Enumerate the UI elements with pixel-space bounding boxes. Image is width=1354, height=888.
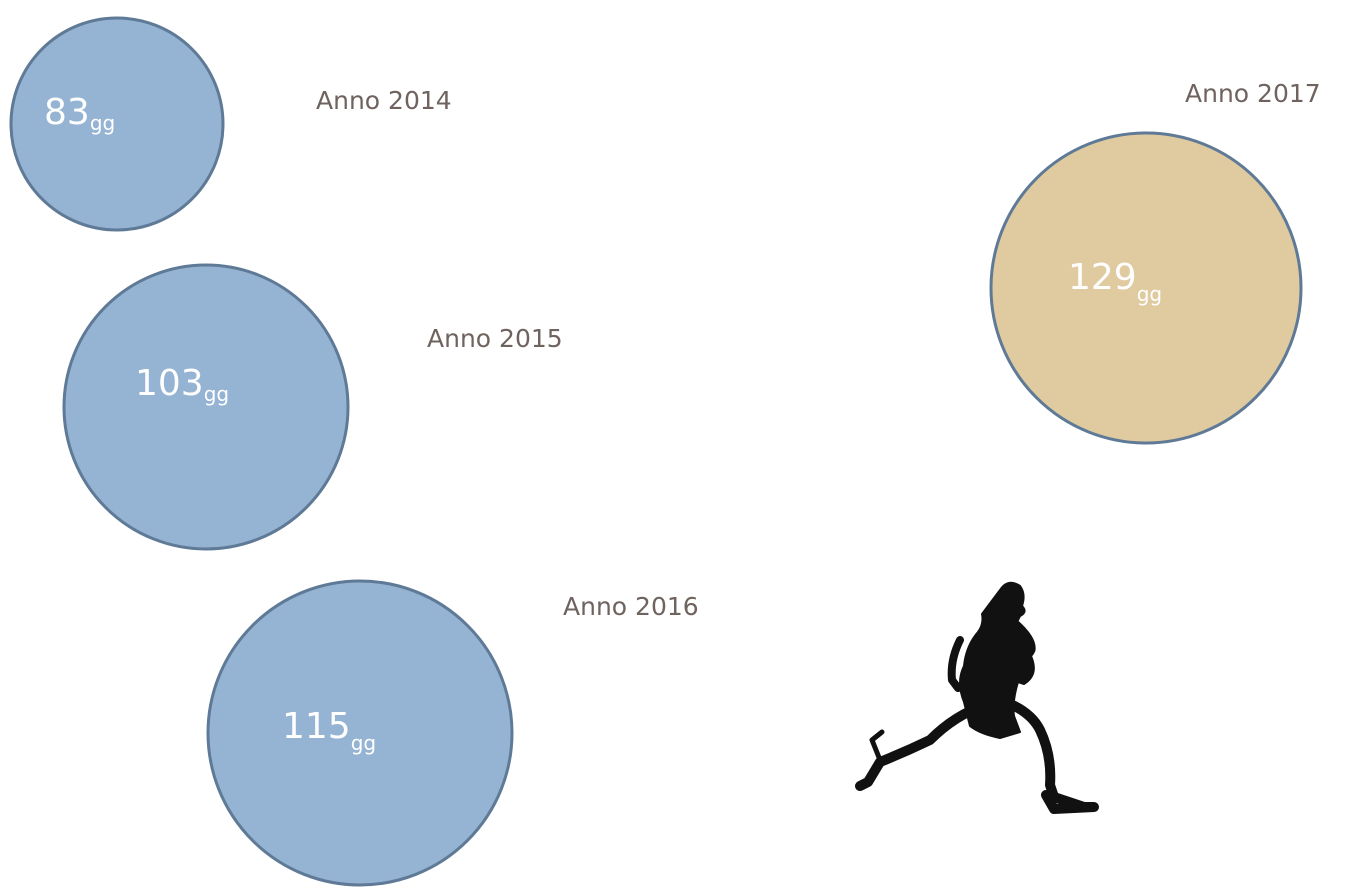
bubble [9,16,225,232]
year-label: Anno 2014 [316,86,452,115]
days-value: 83gg [44,92,115,135]
runner-icon [855,581,1099,814]
unit: gg [1137,282,1162,306]
value: 115 [282,706,351,747]
bubble [206,579,514,887]
days-value: 129gg [1068,257,1162,306]
unit: gg [351,731,376,755]
bubble [62,263,350,551]
bubble [989,131,1303,445]
value: 83 [44,92,90,133]
value: 129 [1068,257,1137,298]
year-label: Anno 2016 [563,592,699,621]
year-label: Anno 2015 [427,324,563,353]
unit: gg [90,111,115,135]
unit: gg [204,382,229,406]
year-label: Anno 2017 [1185,79,1321,108]
days-value: 115gg [282,706,376,755]
days-value: 103gg [135,363,229,406]
value: 103 [135,363,204,404]
